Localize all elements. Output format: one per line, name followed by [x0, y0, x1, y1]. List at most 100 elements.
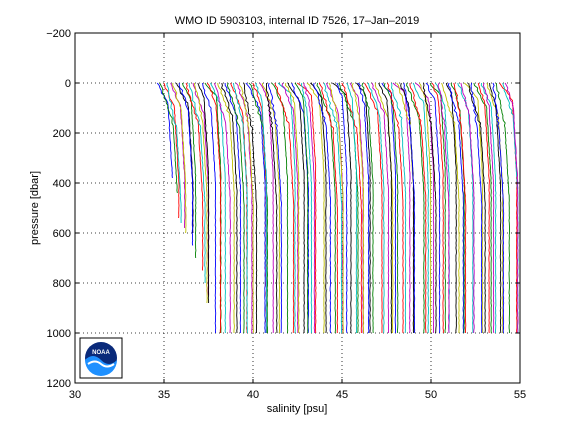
profile-line	[431, 82, 444, 334]
y-axis-label: pressure [dbar]	[29, 171, 41, 245]
profile-line	[163, 82, 180, 219]
x-tick-label: 45	[336, 389, 348, 401]
profile-line	[492, 82, 505, 334]
profile-line	[281, 82, 299, 333]
profile-line	[356, 82, 371, 334]
profile-line	[294, 82, 309, 334]
logo-text: NOAA	[92, 350, 110, 356]
y-tick-label: 200	[53, 128, 71, 140]
profile-line	[371, 82, 390, 334]
profile-line	[268, 82, 283, 334]
x-tick-label: 30	[69, 389, 81, 401]
profile-line	[206, 82, 222, 333]
profile-line	[303, 82, 316, 333]
profile-line	[313, 82, 332, 334]
profile-line	[480, 82, 497, 333]
logo-wave-crest	[87, 360, 115, 368]
profile-line	[441, 82, 460, 334]
profile-line	[445, 82, 457, 334]
profile-line	[197, 82, 210, 303]
profile-line	[477, 82, 490, 334]
profile-line	[332, 82, 352, 334]
profile-line	[422, 82, 437, 334]
profile-line	[188, 82, 206, 283]
y-tick-label: 1000	[47, 328, 71, 340]
profile-line	[221, 82, 238, 334]
profile-line	[185, 82, 204, 271]
profile-line	[378, 82, 393, 334]
profile-line	[460, 82, 475, 334]
profile-line	[245, 82, 266, 334]
profile-line	[429, 82, 446, 334]
profile-line	[159, 82, 178, 194]
profile-line	[224, 82, 242, 333]
profile-line	[306, 82, 325, 334]
y-tick-label: 1200	[47, 378, 71, 390]
profile-line	[193, 82, 208, 304]
profile-line	[361, 82, 374, 334]
profile-line	[392, 82, 411, 334]
profile-line	[403, 82, 416, 334]
axis-ticks: 30 35 40 45 50 55 −200 0 200 400 600 800 1000 1200	[46, 28, 526, 401]
profile-line	[425, 82, 441, 334]
profile-line	[450, 82, 465, 333]
y-tick-label: 0	[65, 78, 71, 90]
profile-line	[287, 82, 305, 334]
profile-line	[482, 82, 495, 334]
profile-line	[259, 82, 274, 334]
profile-line	[300, 82, 313, 333]
profile-line	[357, 82, 370, 334]
profile-line	[418, 82, 432, 334]
profile-line	[248, 82, 269, 334]
y-tick-label: 400	[53, 178, 71, 190]
profile-line	[243, 82, 258, 333]
y-tick-label: 800	[53, 278, 71, 290]
profile-line	[391, 82, 407, 334]
x-axis-label: salinity [psu]	[267, 403, 328, 415]
profile-line	[285, 82, 300, 334]
profile-line	[296, 82, 317, 334]
chart-title: WMO ID 5903103, internal ID 7526, 17–Jan…	[175, 15, 420, 27]
profile-line	[310, 82, 327, 334]
profile-line	[447, 82, 465, 334]
x-tick-label: 35	[158, 389, 170, 401]
profile-line	[166, 82, 182, 223]
x-tick-label: 55	[514, 389, 526, 401]
profile-line	[351, 82, 365, 334]
profile-line	[341, 82, 363, 334]
profile-line	[367, 82, 385, 334]
profile-line	[255, 82, 268, 334]
noaa-logo: NOAA	[79, 337, 123, 379]
profile-line	[217, 82, 235, 334]
profile-line	[495, 82, 510, 333]
profile-line	[437, 82, 450, 334]
profile-line	[238, 82, 254, 334]
profile-line	[457, 82, 474, 333]
profile-line	[318, 82, 339, 334]
profile-line	[406, 82, 425, 334]
profile-line	[468, 82, 486, 334]
profile-line	[156, 82, 173, 179]
profile-line	[328, 82, 344, 334]
profile-line	[473, 82, 492, 334]
profile-line	[202, 82, 217, 334]
profile-line	[265, 82, 278, 334]
x-tick-label: 40	[247, 389, 259, 401]
profile-line	[213, 82, 231, 334]
y-tick-label: −200	[46, 28, 71, 40]
profile-line	[232, 82, 248, 334]
profile-line	[261, 82, 281, 334]
profile-line	[274, 82, 295, 333]
profile-line	[226, 82, 245, 333]
profile-line	[323, 82, 343, 334]
x-tick-label: 50	[425, 389, 437, 401]
profile-line	[210, 82, 227, 334]
profile-line	[409, 83, 427, 334]
profile-line	[453, 82, 467, 334]
profile-lines	[156, 82, 519, 334]
profile-line	[364, 82, 383, 334]
profile-line	[464, 82, 484, 334]
plot-frame	[74, 32, 521, 384]
profile-line	[504, 82, 519, 334]
